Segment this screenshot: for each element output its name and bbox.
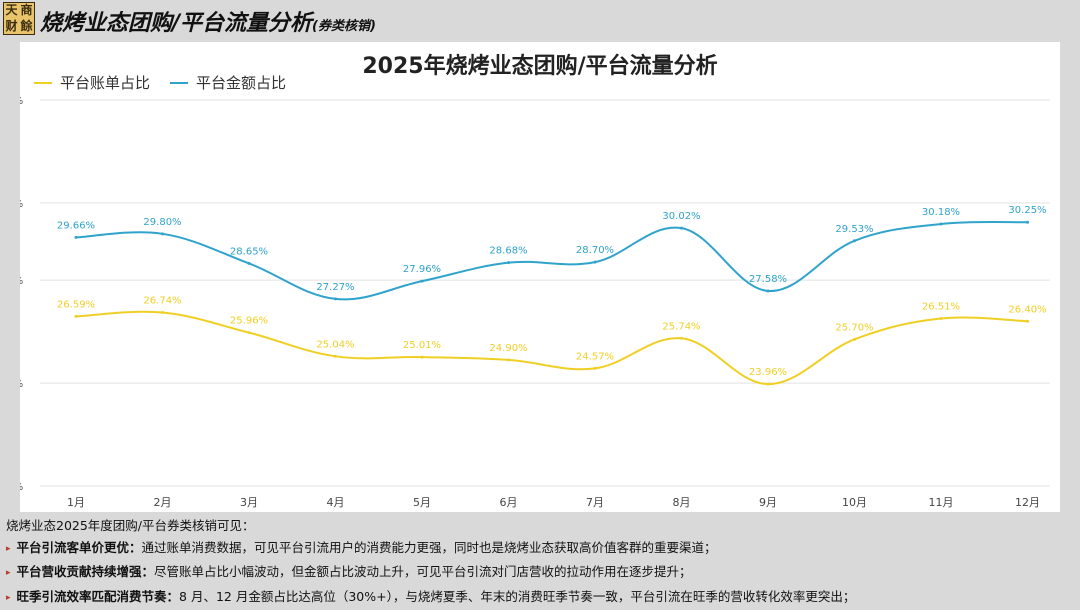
data-label: 27.58% xyxy=(749,274,787,285)
data-label: 30.25% xyxy=(1008,205,1046,216)
data-point xyxy=(248,331,251,334)
data-label: 25.70% xyxy=(835,322,873,333)
legend-swatch xyxy=(34,82,52,84)
data-label: 25.01% xyxy=(403,340,441,351)
x-tick-label: 1月 xyxy=(67,496,85,509)
data-label: 29.80% xyxy=(143,217,181,228)
note-text: 8 月、12 月金额占比达高位（30%+），与烧烤夏季、年末的消费旺季节奏一致，… xyxy=(179,589,855,604)
y-tick-label: 28% xyxy=(20,276,23,287)
x-tick-label: 9月 xyxy=(759,496,777,509)
series-line xyxy=(76,222,1028,299)
data-point xyxy=(421,356,424,359)
data-point xyxy=(940,317,943,320)
chart-legend: 平台账单占比 平台金额占比 xyxy=(34,72,286,93)
legend-item-bill-share[interactable]: 平台账单占比 xyxy=(34,72,150,93)
data-label: 26.59% xyxy=(57,299,95,310)
bullet-icon: ▸ xyxy=(6,568,11,578)
data-label: 24.90% xyxy=(489,343,527,354)
data-label: 30.18% xyxy=(922,207,960,218)
legend-label: 平台账单占比 xyxy=(60,72,150,93)
bullet-icon: ▸ xyxy=(6,544,11,554)
x-tick-label: 8月 xyxy=(673,496,691,509)
note-item: ▸ 平台引流客单价更优：通过账单消费数据，可见平台引流用户的消费能力更强，同时也是… xyxy=(6,537,1076,562)
data-point xyxy=(161,311,164,314)
data-label: 25.04% xyxy=(316,339,354,350)
note-item: ▸ 旺季引流效率匹配消费节奏：8 月、12 月金额占比达高位（30%+），与烧烤夏… xyxy=(6,586,1076,610)
data-label: 28.70% xyxy=(576,245,614,256)
analysis-notes: 烧烤业态2025年度团购/平台券类核销可见： ▸ 平台引流客单价更优：通过账单消费… xyxy=(6,515,1076,610)
x-tick-label: 12月 xyxy=(1015,496,1040,509)
logo-char: 财 xyxy=(4,19,19,35)
data-point xyxy=(680,337,683,340)
data-label: 26.40% xyxy=(1008,304,1046,315)
data-point xyxy=(75,315,78,318)
series-line xyxy=(76,312,1028,384)
y-tick-label: 35% xyxy=(20,96,23,107)
data-point xyxy=(248,262,251,265)
data-label: 24.57% xyxy=(576,351,614,362)
data-point xyxy=(507,358,510,361)
data-label: 29.53% xyxy=(835,224,873,235)
data-point xyxy=(334,355,337,358)
x-tick-label: 4月 xyxy=(327,496,345,509)
x-tick-label: 5月 xyxy=(413,496,431,509)
slide-header: 天 商 财 餘 烧烤业态团购/平台流量分析(券类核销) xyxy=(0,0,1080,42)
data-point xyxy=(594,367,597,370)
y-tick-label: 31% xyxy=(20,199,23,210)
legend-item-amount-share[interactable]: 平台金额占比 xyxy=(170,72,286,93)
data-point xyxy=(334,297,337,300)
data-point xyxy=(853,338,856,341)
note-text: 通过账单消费数据，可见平台引流用户的消费能力更强，同时也是烧烤业态获取高价值客群… xyxy=(142,540,717,555)
x-tick-label: 7月 xyxy=(586,496,604,509)
data-label: 28.68% xyxy=(489,246,527,257)
data-label: 26.51% xyxy=(922,301,960,312)
data-point xyxy=(853,239,856,242)
note-text: 尽管账单占比小幅波动，但金额占比波动上升，可见平台引流对门店营收的拉动作用在逐步… xyxy=(154,564,692,579)
data-label: 28.65% xyxy=(230,246,268,257)
x-tick-label: 10月 xyxy=(842,496,867,509)
data-point xyxy=(1026,221,1029,224)
legend-swatch xyxy=(170,82,188,84)
data-label: 29.66% xyxy=(57,220,95,231)
line-chart: 20% 24% 28% 31% 35% 1月 2月 3月 4月 5月 6月 7月 8月 9月 10月 11月 1… xyxy=(20,42,1060,512)
logo-char: 商 xyxy=(19,3,34,19)
y-tick-label: 24% xyxy=(20,379,23,390)
data-point xyxy=(1026,320,1029,323)
note-heading: 旺季引流效率匹配消费节奏： xyxy=(17,589,180,604)
note-heading: 平台引流客单价更优： xyxy=(17,540,142,555)
chart-card: 20% 24% 28% 31% 35% 1月 2月 3月 4月 5月 6月 7月 8月 9月 10月 11月 1… xyxy=(20,42,1060,512)
data-label: 25.96% xyxy=(230,316,268,327)
brand-logo: 天 商 财 餘 xyxy=(3,2,35,35)
notes-intro: 烧烤业态2025年度团购/平台券类核销可见： xyxy=(6,515,1076,537)
x-tick-label: 11月 xyxy=(929,496,954,509)
y-tick-label: 20% xyxy=(20,482,23,493)
data-point xyxy=(594,261,597,264)
page-title: 烧烤业态团购/平台流量分析(券类核销) xyxy=(40,5,376,37)
data-label: 23.96% xyxy=(749,367,787,378)
x-tick-label: 3月 xyxy=(240,496,258,509)
x-tick-label: 6月 xyxy=(500,496,518,509)
data-point xyxy=(75,236,78,239)
page-subtitle: (券类核销) xyxy=(312,19,376,34)
note-item: ▸ 平台营收贡献持续增强：尽管账单占比小幅波动，但金额占比波动上升，可见平台引流对… xyxy=(6,561,1076,586)
data-point xyxy=(680,227,683,230)
legend-label: 平台金额占比 xyxy=(196,72,286,93)
note-heading: 平台营收贡献持续增强： xyxy=(17,564,155,579)
logo-char: 餘 xyxy=(19,19,34,35)
data-point xyxy=(940,223,943,226)
data-point xyxy=(767,383,770,386)
data-label: 26.74% xyxy=(143,296,181,307)
data-label: 27.96% xyxy=(403,264,441,275)
data-label: 30.02% xyxy=(662,211,700,222)
data-point xyxy=(507,261,510,264)
bullet-icon: ▸ xyxy=(6,593,11,603)
logo-char: 天 xyxy=(4,3,19,19)
page-title-text: 烧烤业态团购/平台流量分析 xyxy=(40,11,312,36)
data-point xyxy=(767,289,770,292)
data-label: 27.27% xyxy=(316,282,354,293)
x-tick-label: 2月 xyxy=(154,496,172,509)
data-point xyxy=(161,232,164,235)
data-label: 25.74% xyxy=(662,321,700,332)
data-point xyxy=(421,280,424,283)
